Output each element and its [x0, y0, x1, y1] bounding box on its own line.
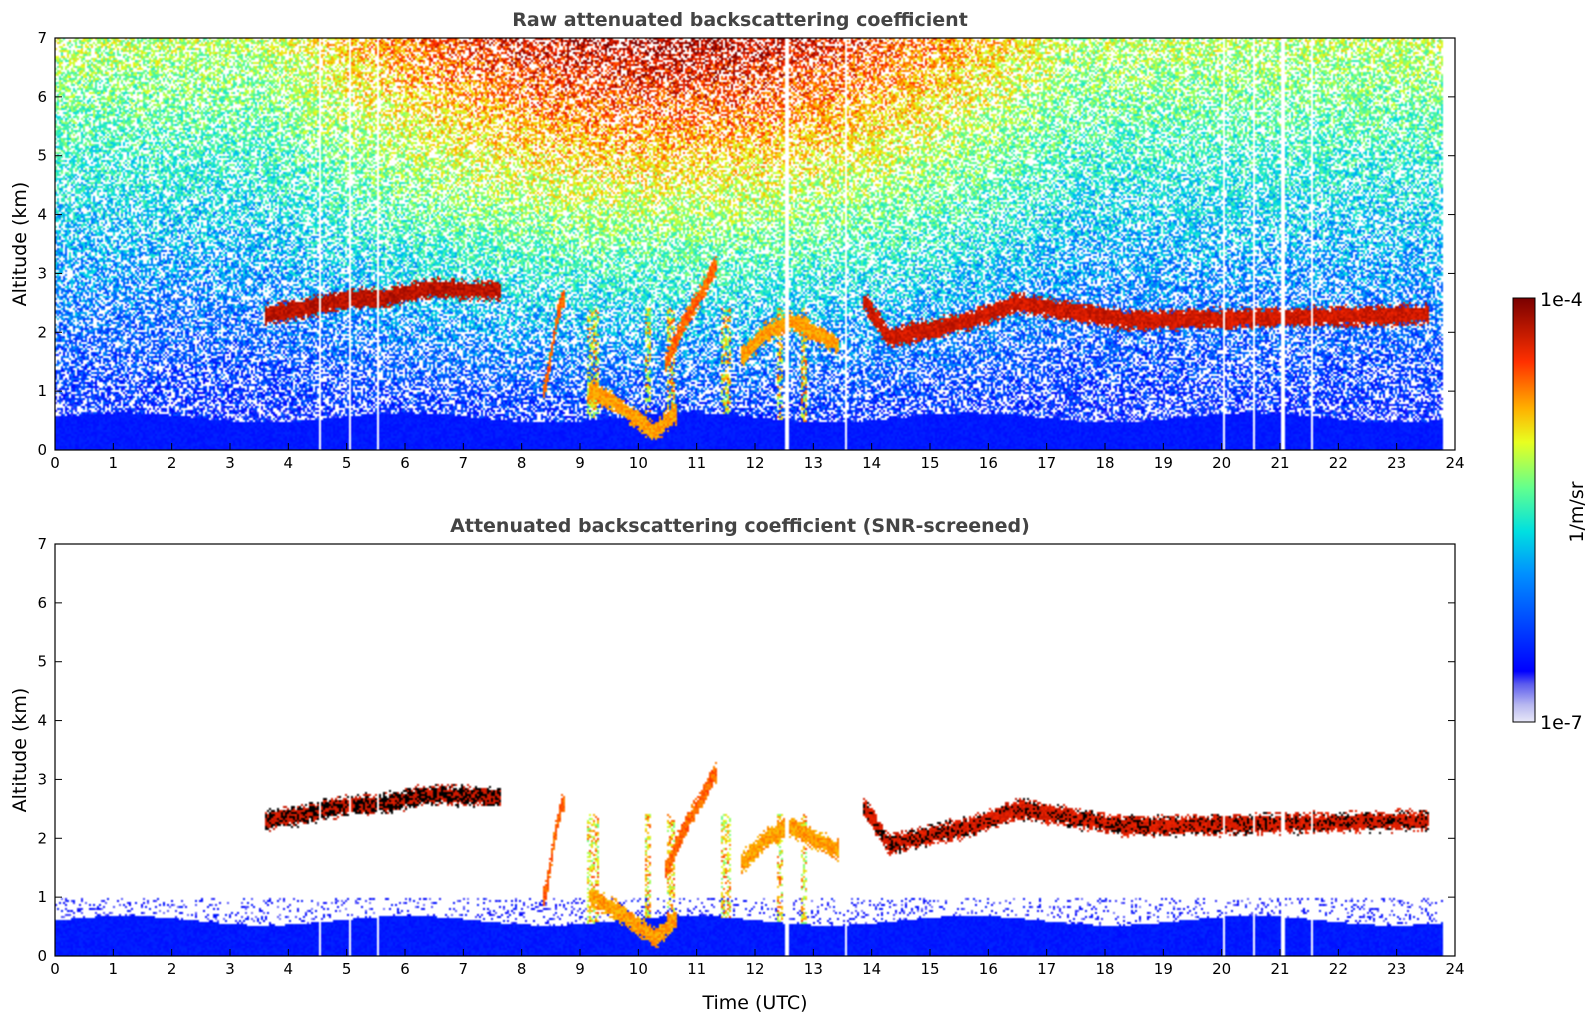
x-tick-label: 11	[687, 960, 706, 978]
x-tick-label: 1	[109, 454, 119, 472]
colorbar-gradient	[1512, 297, 1536, 723]
x-tick-label: 10	[629, 454, 648, 472]
x-tick-label: 22	[1329, 454, 1348, 472]
y-tick-label: 3	[37, 264, 47, 282]
x-tick-label: 16	[979, 960, 998, 978]
y-tick-label: 1	[37, 382, 47, 400]
x-tick-label: 18	[1095, 454, 1114, 472]
x-tick-label: 21	[1270, 960, 1289, 978]
x-tick-label: 4	[284, 960, 294, 978]
y-tick-label: 4	[37, 712, 47, 730]
colorbar-unit-label: 1/m/sr	[1566, 481, 1588, 542]
bottom-panel-title: Attenuated backscattering coefficient (S…	[450, 515, 1030, 537]
x-tick-label: 19	[1154, 960, 1173, 978]
y-tick-label: 4	[37, 206, 47, 224]
y-tick-label: 7	[37, 29, 47, 47]
x-tick-label: 5	[342, 960, 352, 978]
x-tick-label: 23	[1387, 960, 1406, 978]
colorbar-max-label: 1e-4	[1540, 289, 1583, 311]
x-tick-label: 16	[979, 454, 998, 472]
x-tick-label: 0	[50, 454, 60, 472]
top-panel: Raw attenuated backscattering coefficien…	[9, 9, 1465, 472]
x-tick-label: 15	[920, 454, 939, 472]
x-tick-label: 19	[1154, 454, 1173, 472]
x-tick-label: 9	[575, 454, 585, 472]
y-tick-label: 2	[37, 323, 47, 341]
x-tick-label: 18	[1095, 960, 1114, 978]
x-tick-label: 8	[517, 454, 527, 472]
x-tick-label: 20	[1212, 960, 1231, 978]
x-tick-label: 2	[167, 454, 177, 472]
bottom-x-axis-label: Time (UTC)	[701, 992, 807, 1014]
bottom-panel: Attenuated backscattering coefficient (S…	[9, 515, 1465, 1014]
x-tick-label: 13	[804, 454, 823, 472]
x-tick-label: 3	[225, 454, 235, 472]
x-tick-label: 7	[459, 454, 469, 472]
bottom-heatmap	[55, 544, 1455, 956]
y-tick-label: 0	[37, 441, 47, 459]
x-tick-label: 14	[862, 960, 881, 978]
x-tick-label: 23	[1387, 454, 1406, 472]
top-panel-title: Raw attenuated backscattering coefficien…	[512, 9, 968, 31]
y-tick-label: 2	[37, 829, 47, 847]
top-y-axis-label: Altitude (km)	[9, 182, 31, 307]
bottom-axis-ticks: 0 1 2 3 4 5 6 7 8 9 10 11 12 13 14 15 16 17 18 19 20 21 22 23 24…	[37, 535, 1464, 978]
x-tick-label: 9	[575, 960, 585, 978]
y-tick-label: 7	[37, 535, 47, 553]
x-tick-label: 0	[50, 960, 60, 978]
x-tick-label: 1	[109, 960, 119, 978]
x-tick-label: 17	[1037, 960, 1056, 978]
y-tick-label: 6	[37, 594, 47, 612]
y-tick-label: 0	[37, 947, 47, 965]
x-tick-label: 5	[342, 454, 352, 472]
x-tick-label: 6	[400, 454, 410, 472]
x-tick-label: 14	[862, 454, 881, 472]
x-tick-label: 7	[459, 960, 469, 978]
x-tick-label: 24	[1445, 960, 1464, 978]
y-tick-label: 5	[37, 653, 47, 671]
x-tick-label: 12	[745, 960, 764, 978]
x-tick-label: 6	[400, 960, 410, 978]
top-axis-ticks: 0 1 2 3 4 5 6 7 8 9 10 11 12 13 14 15 16 17 18 19 20 21 22 23 24…	[37, 29, 1464, 472]
x-tick-label: 11	[687, 454, 706, 472]
x-tick-label: 8	[517, 960, 527, 978]
x-tick-label: 10	[629, 960, 648, 978]
y-tick-label: 3	[37, 770, 47, 788]
colorbar-min-label: 1e-7	[1540, 712, 1583, 734]
y-tick-label: 6	[37, 88, 47, 106]
x-tick-label: 21	[1270, 454, 1289, 472]
x-tick-label: 4	[284, 454, 294, 472]
colorbar: 1e-4 1e-7 1/m/sr	[1512, 289, 1588, 734]
top-heatmap	[55, 38, 1455, 450]
bottom-y-axis-label: Altitude (km)	[9, 688, 31, 813]
x-tick-label: 17	[1037, 454, 1056, 472]
x-tick-label: 12	[745, 454, 764, 472]
x-tick-label: 13	[804, 960, 823, 978]
x-tick-label: 3	[225, 960, 235, 978]
x-tick-label: 22	[1329, 960, 1348, 978]
x-tick-label: 20	[1212, 454, 1231, 472]
x-tick-label: 2	[167, 960, 177, 978]
x-tick-label: 15	[920, 960, 939, 978]
x-tick-label: 24	[1445, 454, 1464, 472]
y-tick-label: 1	[37, 888, 47, 906]
y-tick-label: 5	[37, 147, 47, 165]
